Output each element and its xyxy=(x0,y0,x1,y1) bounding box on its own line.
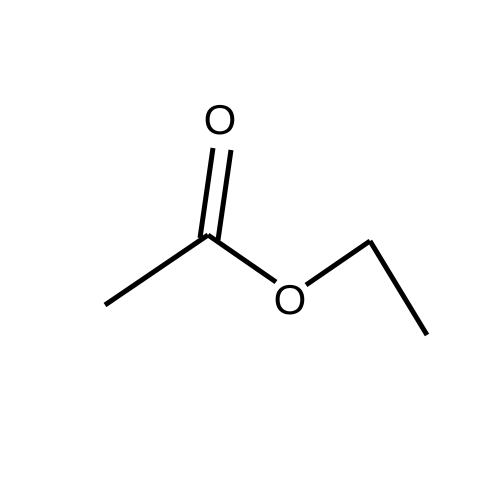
bonds-group xyxy=(105,148,427,335)
molecule-canvas: O O xyxy=(0,0,500,500)
bond-ch2-to-ch3 xyxy=(370,241,427,335)
bond-carbonyl-double-right xyxy=(218,150,231,240)
atom-labels-group: O O xyxy=(204,96,307,323)
bond-carbonyl-to-ester-o xyxy=(208,235,276,282)
ester-oxygen-label: O xyxy=(274,276,307,323)
bond-carbonyl-double-left xyxy=(200,148,213,238)
carbonyl-oxygen-label: O xyxy=(204,96,237,143)
bond-methyl-to-carbonyl xyxy=(105,235,208,305)
bond-ester-o-to-ch2 xyxy=(306,241,370,285)
